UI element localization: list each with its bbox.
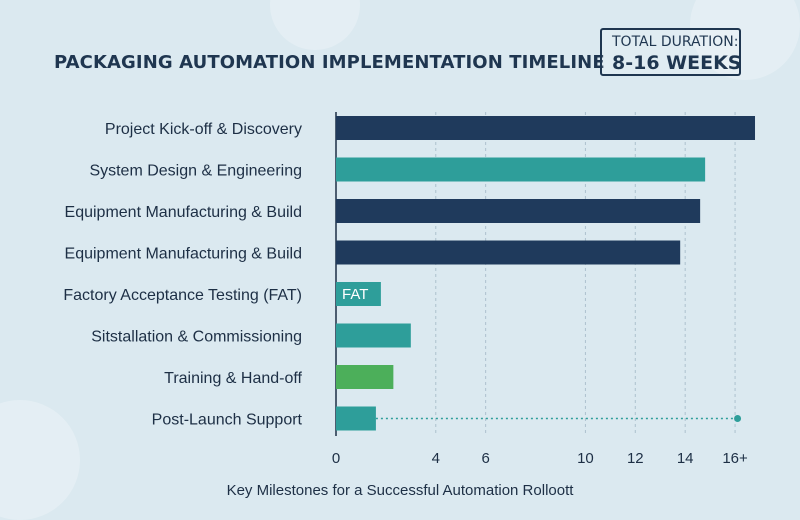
category-label: Sitstallation & Commissioning	[91, 329, 302, 346]
x-tick-label: 14	[677, 450, 694, 467]
bar	[336, 240, 681, 265]
category-label: Equipment Manufacturing & Build	[65, 246, 302, 263]
bar	[336, 323, 411, 348]
total-duration-label: TOTAL DURATION:	[612, 34, 739, 50]
category-label: Training & Hand-off	[164, 370, 302, 387]
x-tick-label: 0	[332, 450, 340, 467]
category-label: System Design & Engineering	[89, 163, 302, 180]
bar	[336, 282, 381, 306]
bar	[336, 365, 394, 389]
chart-title: PACKAGING AUTOMATION IMPLEMENTATION TIME…	[54, 52, 605, 73]
x-tick-label: 4	[432, 450, 440, 467]
extension-end-dot	[734, 415, 742, 422]
timeline-bar-chart: 0 4 6 10 12 14 16+ Project Kick-off & Discovery…	[63, 112, 756, 467]
chart-caption: Key Milestones for a Successful Automati…	[226, 482, 574, 499]
x-tick-label: 12	[627, 450, 644, 467]
total-duration-value: 8-16 WEEKS	[612, 52, 742, 74]
bar	[336, 157, 706, 182]
category-label: Equipment Manufacturing & Build	[65, 204, 302, 221]
x-tick-label: 10	[577, 450, 594, 467]
total-duration-box: TOTAL DURATION: 8-16 WEEKS	[600, 28, 741, 76]
bar	[336, 406, 376, 431]
category-label: Post-Launch Support	[152, 412, 303, 429]
x-tick-label: 6	[481, 450, 489, 467]
bar	[336, 199, 701, 223]
x-tick-label: 16+	[722, 450, 748, 467]
bar	[336, 116, 756, 140]
bar-label: FAT	[342, 286, 368, 303]
category-label: Factory Acceptance Testing (FAT)	[63, 287, 302, 304]
category-label: Project Kick-off & Discovery	[105, 121, 302, 138]
